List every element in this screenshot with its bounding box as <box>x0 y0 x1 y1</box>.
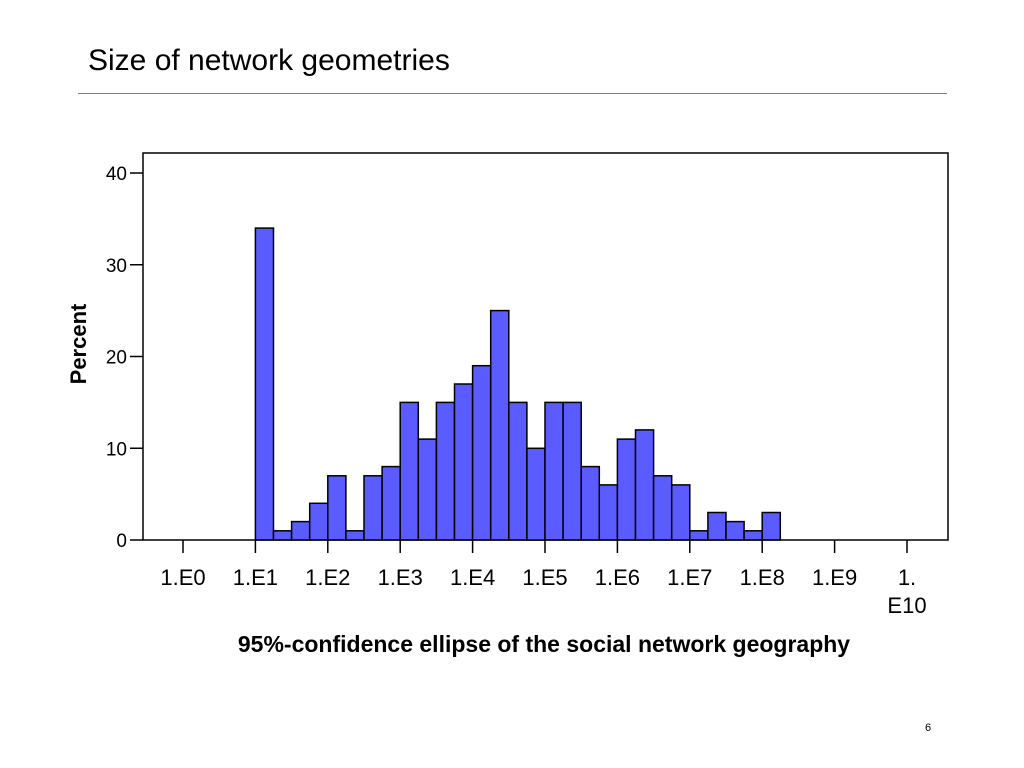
x-tick-label: 1.E3 <box>378 565 423 590</box>
x-tick-label: 1.E0 <box>160 565 205 590</box>
histogram-bar <box>508 401 528 541</box>
x-tick-label: 1.E9 <box>812 565 857 590</box>
slide-title: Size of network geometries <box>88 44 450 77</box>
y-tick-label: 10 <box>106 439 127 460</box>
histogram-bar <box>580 465 601 541</box>
x-tick-label: 1.E7 <box>667 565 712 590</box>
histogram-bar <box>725 520 745 541</box>
histogram-bar <box>345 530 365 541</box>
histogram-bar <box>399 401 420 541</box>
histogram-bar <box>272 530 293 541</box>
histogram-bar <box>254 227 275 541</box>
histogram-bar <box>363 475 383 541</box>
histogram-bar <box>743 530 763 541</box>
histogram-bar <box>327 475 347 541</box>
histogram-bar <box>544 401 564 541</box>
x-tick-label: 1.E5 <box>522 565 567 590</box>
x-tick-label: 1.E4 <box>450 565 495 590</box>
y-axis-label: Percent <box>66 303 91 384</box>
histogram-bar <box>634 429 655 541</box>
y-tick-label: 0 <box>116 531 127 552</box>
y-axis: 0 10 20 30 40 <box>106 164 143 552</box>
histogram-bar <box>707 511 727 541</box>
y-tick-label: 20 <box>106 348 127 369</box>
histogram-bar <box>562 401 582 541</box>
histogram-bar <box>453 383 474 541</box>
histogram-bar <box>435 401 456 541</box>
page-number: 6 <box>925 722 932 734</box>
histogram-bar <box>598 484 619 541</box>
x-axis: 1.E0 1.E1 1.E2 1.E3 1.E4 1.E5 1.E6 1.E7 1.E8 1.E9… <box>160 540 927 618</box>
title-divider <box>78 93 947 94</box>
histogram-bar <box>670 484 691 541</box>
histogram-bar <box>652 475 673 541</box>
bars-group <box>254 227 782 541</box>
histogram-bar <box>308 502 329 541</box>
histogram-bar <box>290 520 311 541</box>
x-axis-label: 95%-confidence ellipse of the social net… <box>238 631 850 657</box>
histogram-bar <box>616 438 637 541</box>
x-tick-label: 1.E1 <box>233 565 278 590</box>
histogram-bar <box>761 511 782 541</box>
y-tick-label: 40 <box>106 164 127 185</box>
histogram-bar <box>381 465 401 541</box>
x-tick-label: 1.E8 <box>740 565 785 590</box>
histogram-bar <box>689 530 709 541</box>
x-tick-label: 1.E2 <box>305 565 350 590</box>
histogram-bar <box>489 309 510 541</box>
x-tick-label: 1. E10 <box>887 565 926 618</box>
histogram-bar <box>417 438 438 541</box>
histogram-bar <box>526 447 546 541</box>
histogram-bar <box>471 364 492 541</box>
x-tick-label: 1.E6 <box>595 565 640 590</box>
y-tick-label: 30 <box>106 256 127 277</box>
